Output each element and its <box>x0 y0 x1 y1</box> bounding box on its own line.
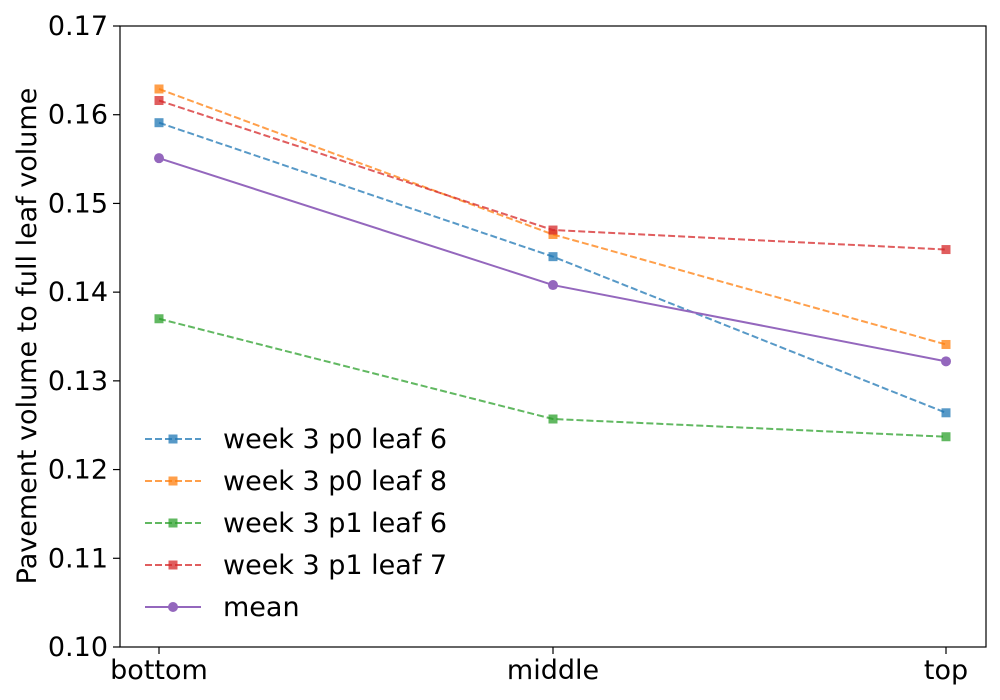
series-1 <box>154 84 951 349</box>
y-tick-label: 0.14 <box>48 277 108 308</box>
data-point <box>548 252 558 262</box>
legend-marker <box>168 560 178 570</box>
data-point <box>154 153 164 164</box>
y-tick-label: 0.12 <box>48 455 108 486</box>
data-point <box>941 356 951 367</box>
y-tick-label: 0.11 <box>48 543 108 574</box>
legend-label: mean <box>223 592 300 623</box>
data-point <box>941 339 951 349</box>
x-tick-label: bottom <box>110 655 208 686</box>
data-point <box>941 245 951 255</box>
legend-item: week 3 p0 leaf 8 <box>145 466 447 497</box>
legend-label: week 3 p0 leaf 6 <box>223 424 447 455</box>
y-axis-label: Pavement volume to full leaf volume <box>12 88 43 585</box>
y-tick-label: 0.13 <box>48 366 108 397</box>
legend-label: week 3 p1 leaf 6 <box>223 508 447 539</box>
legend-marker <box>168 434 178 444</box>
legend-label: week 3 p0 leaf 8 <box>223 466 447 497</box>
legend-marker <box>168 602 178 612</box>
legend-item: week 3 p0 leaf 6 <box>145 424 447 455</box>
legend-marker <box>168 476 178 486</box>
data-point <box>941 408 951 418</box>
x-tick-label: top <box>924 655 968 686</box>
data-point <box>941 432 951 442</box>
legend-marker <box>168 518 178 528</box>
series-line <box>158 88 947 346</box>
data-point <box>548 414 558 424</box>
y-axis: 0.10 0.11 0.12 0.13 0.14 0.15 0.16 0.17 <box>48 11 120 663</box>
y-tick-label: 0.17 <box>48 11 108 42</box>
y-tick-label: 0.15 <box>48 188 108 219</box>
legend: week 3 p0 leaf 6 week 3 p0 leaf 8 week 3 p… <box>145 424 447 623</box>
plot-marks <box>154 84 951 442</box>
legend-item: week 3 p1 leaf 7 <box>145 550 447 581</box>
data-point <box>154 96 164 106</box>
y-tick-label: 0.10 <box>48 632 108 663</box>
x-axis: bottom middle top <box>110 647 968 686</box>
series-line <box>158 121 947 414</box>
data-point <box>154 118 164 128</box>
y-tick-label: 0.16 <box>48 100 108 131</box>
data-point <box>548 280 558 291</box>
legend-label: week 3 p1 leaf 7 <box>223 550 447 581</box>
legend-item: week 3 p1 leaf 6 <box>145 508 447 539</box>
legend-item: mean <box>145 592 300 623</box>
series-2 <box>154 314 951 442</box>
data-point <box>154 84 164 94</box>
series-3 <box>154 96 951 255</box>
series-0 <box>154 118 951 418</box>
data-point <box>548 225 558 235</box>
x-tick-label: middle <box>507 655 599 686</box>
data-point <box>154 314 164 324</box>
series-4 <box>154 153 951 367</box>
